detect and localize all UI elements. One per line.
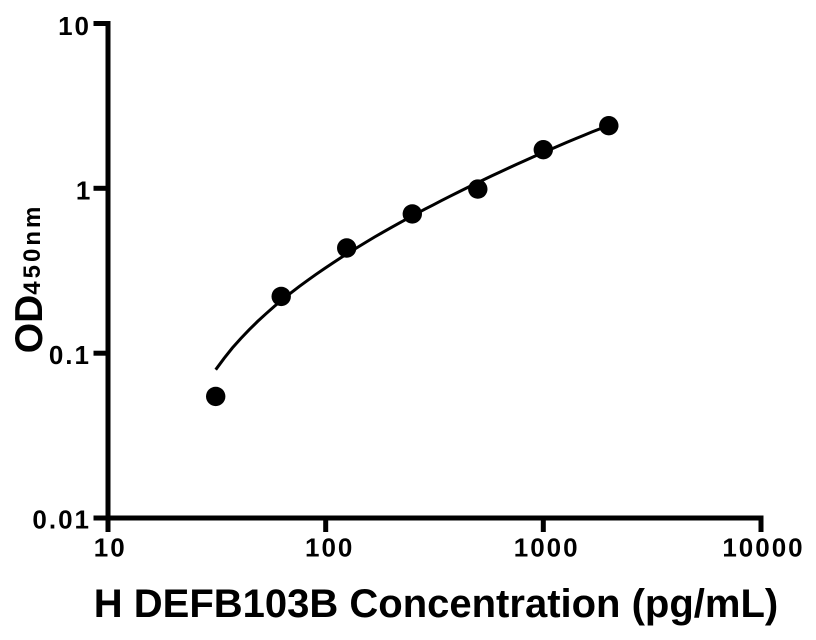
svg-text:10000: 10000 xyxy=(722,533,804,563)
svg-text:0.1: 0.1 xyxy=(49,340,91,370)
svg-text:1000: 1000 xyxy=(514,533,580,563)
svg-text:10: 10 xyxy=(94,533,127,563)
svg-text:100: 100 xyxy=(305,533,354,563)
svg-text:10: 10 xyxy=(58,11,91,41)
svg-text:H DEFB103B Concentration (pg/m: H DEFB103B Concentration (pg/mL) xyxy=(94,582,778,626)
svg-text:0.01: 0.01 xyxy=(32,505,91,535)
svg-text:1: 1 xyxy=(76,176,92,206)
